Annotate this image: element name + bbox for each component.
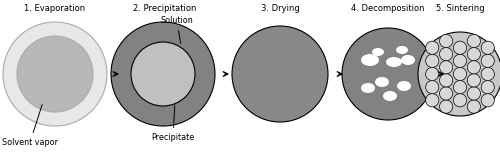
Circle shape xyxy=(426,54,439,67)
Circle shape xyxy=(481,41,494,54)
Text: 4. Decomposition: 4. Decomposition xyxy=(351,4,425,13)
Ellipse shape xyxy=(386,57,402,67)
Circle shape xyxy=(426,81,439,94)
Circle shape xyxy=(481,94,494,107)
Circle shape xyxy=(454,81,466,94)
Circle shape xyxy=(454,41,466,54)
Circle shape xyxy=(481,67,494,81)
Circle shape xyxy=(418,32,500,116)
Circle shape xyxy=(440,48,452,61)
Text: Solvent vapor: Solvent vapor xyxy=(2,105,58,147)
Ellipse shape xyxy=(361,83,375,93)
Circle shape xyxy=(342,28,434,120)
Ellipse shape xyxy=(372,48,384,56)
Circle shape xyxy=(468,74,480,87)
Ellipse shape xyxy=(375,77,389,87)
Circle shape xyxy=(440,61,452,74)
Circle shape xyxy=(440,87,452,100)
Circle shape xyxy=(232,26,328,122)
Text: Precipitate: Precipitate xyxy=(152,105,194,142)
Circle shape xyxy=(440,100,452,113)
Circle shape xyxy=(481,81,494,94)
Circle shape xyxy=(17,36,93,112)
Text: 3. Drying: 3. Drying xyxy=(260,4,300,13)
Circle shape xyxy=(468,34,480,48)
Circle shape xyxy=(468,87,480,100)
Circle shape xyxy=(454,67,466,81)
Circle shape xyxy=(3,22,107,126)
Circle shape xyxy=(468,48,480,61)
Ellipse shape xyxy=(401,55,415,65)
Circle shape xyxy=(426,67,439,81)
Circle shape xyxy=(468,100,480,113)
Ellipse shape xyxy=(397,81,411,91)
Circle shape xyxy=(454,94,466,107)
Circle shape xyxy=(426,41,439,54)
Circle shape xyxy=(440,34,452,48)
Circle shape xyxy=(111,22,215,126)
Ellipse shape xyxy=(383,91,397,101)
Circle shape xyxy=(440,74,452,87)
Text: Solution: Solution xyxy=(160,16,194,43)
Circle shape xyxy=(468,61,480,74)
Text: 5. Sintering: 5. Sintering xyxy=(436,4,484,13)
Circle shape xyxy=(131,42,195,106)
Text: 2. Precipitation: 2. Precipitation xyxy=(134,4,196,13)
Ellipse shape xyxy=(361,54,379,66)
Ellipse shape xyxy=(396,46,408,54)
Circle shape xyxy=(481,54,494,67)
Text: 1. Evaporation: 1. Evaporation xyxy=(24,4,86,13)
Circle shape xyxy=(454,54,466,67)
Circle shape xyxy=(426,94,439,107)
